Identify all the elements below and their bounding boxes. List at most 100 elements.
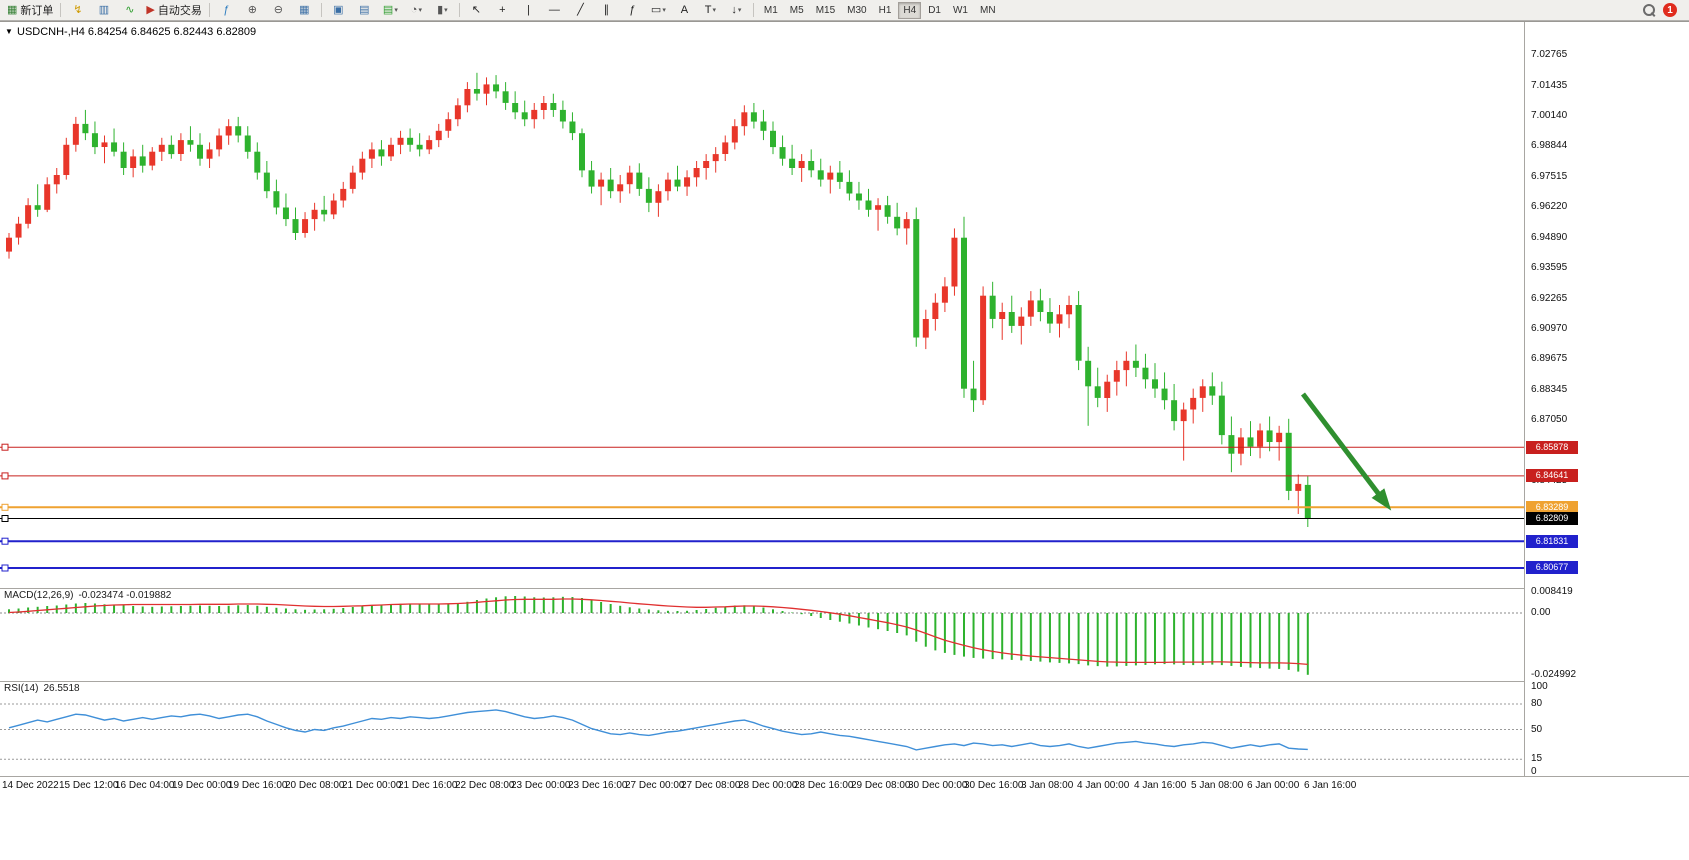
arrows-button[interactable]: ↓ ▾ xyxy=(724,1,749,20)
time-axis-label: 5 Jan 08:00 xyxy=(1191,780,1244,791)
candles-layer xyxy=(6,72,1311,527)
timeframe-button-w1[interactable]: W1 xyxy=(952,4,968,16)
signals-button[interactable]: ∿ xyxy=(117,1,142,20)
indicators-button[interactable]: ƒ xyxy=(214,1,239,20)
charts-icon: ▥ xyxy=(98,3,110,16)
chevron-down-icon: ▾ xyxy=(737,7,742,14)
period-button[interactable]: ◔ ▾ xyxy=(404,1,429,20)
macd-name: MACD(12,26,9) xyxy=(4,590,74,601)
time-axis-label: 14 Dec 2022 xyxy=(2,780,59,791)
panel-separator[interactable] xyxy=(0,681,1524,682)
chart-window-border xyxy=(0,21,1689,22)
price-axis-label: 6.92265 xyxy=(1531,292,1568,304)
timeframe-button-m1[interactable]: M1 xyxy=(763,4,778,16)
time-axis-label: 3 Jan 08:00 xyxy=(1021,780,1074,791)
cursor-icon: ↖ xyxy=(471,3,481,16)
new-chart-button[interactable]: ▤ ▾ xyxy=(378,1,403,20)
chart-type-icon: ▮ xyxy=(437,3,444,16)
price-axis-label: 6.87050 xyxy=(1531,413,1568,425)
period-icon: ◔ xyxy=(410,3,418,16)
macd-axis-label: 0.008419 xyxy=(1531,586,1573,597)
macd-values: -0.023474 -0.019882 xyxy=(78,590,172,601)
chart-title: USDCNH-,H4 6.84254 6.84625 6.82443 6.828… xyxy=(17,26,257,38)
one-click-trading-toggle-icon[interactable]: ▼ xyxy=(5,27,13,36)
time-axis-label: 4 Jan 16:00 xyxy=(1134,780,1187,791)
trendline-button[interactable]: ╱ xyxy=(568,1,593,20)
time-axis[interactable]: 14 Dec 2022 15 Dec 12:00 16 Dec 04:00 19 De… xyxy=(0,779,1689,795)
time-axis-label: 19 Dec 00:00 xyxy=(172,780,232,791)
time-axis-label: 20 Dec 08:00 xyxy=(285,780,345,791)
price-scale[interactable]: 7.02765 7.01435 7.00140 6.98844 6.97515 6.962… xyxy=(1525,22,1689,777)
vertical-line-button[interactable]: | xyxy=(516,1,541,20)
zoom-in-button[interactable]: ⊕ xyxy=(240,1,265,20)
search-icon[interactable] xyxy=(1643,4,1655,16)
charts-button[interactable]: ▥ xyxy=(91,1,116,20)
zoom-in-icon: ⊕ xyxy=(247,3,257,16)
rsi-axis-label: 0 xyxy=(1531,766,1537,777)
rsi-axis-label: 50 xyxy=(1531,723,1543,735)
rsi-label: RSI(14) 26.5518 xyxy=(4,683,80,694)
chevron-down-icon: ▾ xyxy=(444,7,448,14)
timeframe-button-m30[interactable]: M30 xyxy=(847,4,867,16)
price-axis-label: 6.90970 xyxy=(1531,322,1568,334)
horizontal-line-button[interactable]: — xyxy=(542,1,567,20)
indicators-icon: ƒ xyxy=(223,3,230,16)
time-axis-label: 27 Dec 00:00 xyxy=(625,780,685,791)
panel-separator[interactable] xyxy=(0,588,1524,589)
rsi-line xyxy=(8,709,1308,751)
time-axis-label: 6 Jan 00:00 xyxy=(1247,780,1300,791)
price-axis-label: 6.88345 xyxy=(1531,383,1568,395)
tile-windows-button[interactable]: ▦ xyxy=(292,1,317,20)
rsi-canvas[interactable] xyxy=(0,682,1524,776)
zoom-out-button[interactable]: ⊖ xyxy=(266,1,291,20)
time-axis-label: 4 Jan 00:00 xyxy=(1077,780,1130,791)
timeframe-button-h4[interactable]: H4 xyxy=(898,1,922,19)
text-button[interactable]: A xyxy=(672,1,697,20)
channel-button[interactable]: ∥ xyxy=(594,1,619,20)
time-axis-label: 16 Dec 04:00 xyxy=(115,780,175,791)
time-axis-label: 30 Dec 00:00 xyxy=(908,780,968,791)
chevron-down-icon: ▾ xyxy=(712,7,716,14)
text-icon: A xyxy=(680,3,689,16)
timeframe-button-h1[interactable]: H1 xyxy=(878,4,892,16)
price-axis-label: 6.94890 xyxy=(1531,231,1568,243)
price-axis-label: 7.01435 xyxy=(1531,79,1568,91)
timeframe-button-m15[interactable]: M15 xyxy=(815,4,836,16)
label-button[interactable]: T ▾ xyxy=(698,1,723,20)
macd-canvas[interactable] xyxy=(0,589,1524,681)
cursor-button[interactable]: ↖ xyxy=(464,1,489,20)
time-axis-label: 29 Dec 08:00 xyxy=(851,780,911,791)
arrange-windows-button[interactable]: ▤ xyxy=(352,1,377,20)
toolbar-separator xyxy=(60,3,62,17)
notification-badge[interactable]: 1 xyxy=(1663,3,1677,17)
label-icon: T xyxy=(704,3,712,16)
timeframe-button-m5[interactable]: M5 xyxy=(789,4,804,16)
rsi-axis-label: 80 xyxy=(1531,698,1543,709)
zoom-out-icon: ⊖ xyxy=(273,3,283,16)
rsi-value: 26.5518 xyxy=(43,683,80,694)
crosshair-button[interactable]: + xyxy=(490,1,515,20)
macd-histogram xyxy=(8,596,1309,675)
autotrading-button-label: 自动交易 xyxy=(157,5,202,17)
new-order-icon: ▦ xyxy=(7,3,18,16)
toolbar-right: 1 xyxy=(1643,3,1685,17)
trend-arrow-annotation xyxy=(1301,392,1392,511)
rsi-axis-label: 100 xyxy=(1531,681,1548,692)
timeframe-button-mn[interactable]: MN xyxy=(979,4,996,16)
time-axis-label: 6 Jan 16:00 xyxy=(1304,780,1357,791)
main-chart-canvas[interactable] xyxy=(0,22,1524,588)
price-axis-label: 7.00140 xyxy=(1531,109,1568,121)
chart-type-button[interactable]: ▮ ▾ xyxy=(430,1,455,20)
autotrading-button[interactable]: ▶ 自动交易 xyxy=(143,1,204,20)
fibonacci-button[interactable]: ƒ xyxy=(620,1,645,20)
toolbar-separator xyxy=(458,3,460,17)
toolbar-separator xyxy=(208,3,210,17)
time-axis-label: 28 Dec 00:00 xyxy=(738,780,798,791)
price-level-badge: 6.80677 xyxy=(1526,561,1578,574)
timeframe-button-d1[interactable]: D1 xyxy=(928,4,941,16)
metaeditor-button[interactable]: ↯ xyxy=(65,1,90,20)
shapes-button[interactable]: ▭ ▾ xyxy=(646,1,671,20)
new-order-button[interactable]: ▦ 新订单 xyxy=(4,1,56,20)
cascade-windows-button[interactable]: ▣ xyxy=(326,1,351,20)
